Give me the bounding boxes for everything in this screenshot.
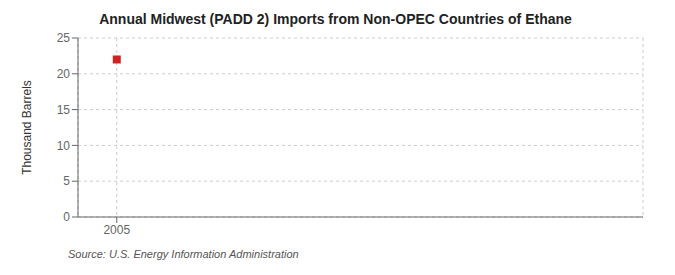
svg-text:20: 20	[57, 67, 71, 81]
svg-text:10: 10	[57, 139, 71, 153]
svg-text:5: 5	[63, 174, 70, 188]
svg-text:25: 25	[57, 31, 71, 45]
svg-text:Thousand Barrels: Thousand Barrels	[20, 80, 34, 175]
html-text:Source: U.S. Energy Informatio: Source: U.S. Energy Information Administ…	[68, 248, 299, 260]
svg-text:15: 15	[57, 103, 71, 117]
html-text:Annual Midwest (PADD 2) Import: Annual Midwest (PADD 2) Imports from Non…	[99, 11, 572, 27]
svg-text:0: 0	[63, 210, 70, 224]
svg-text:2005: 2005	[103, 223, 130, 237]
